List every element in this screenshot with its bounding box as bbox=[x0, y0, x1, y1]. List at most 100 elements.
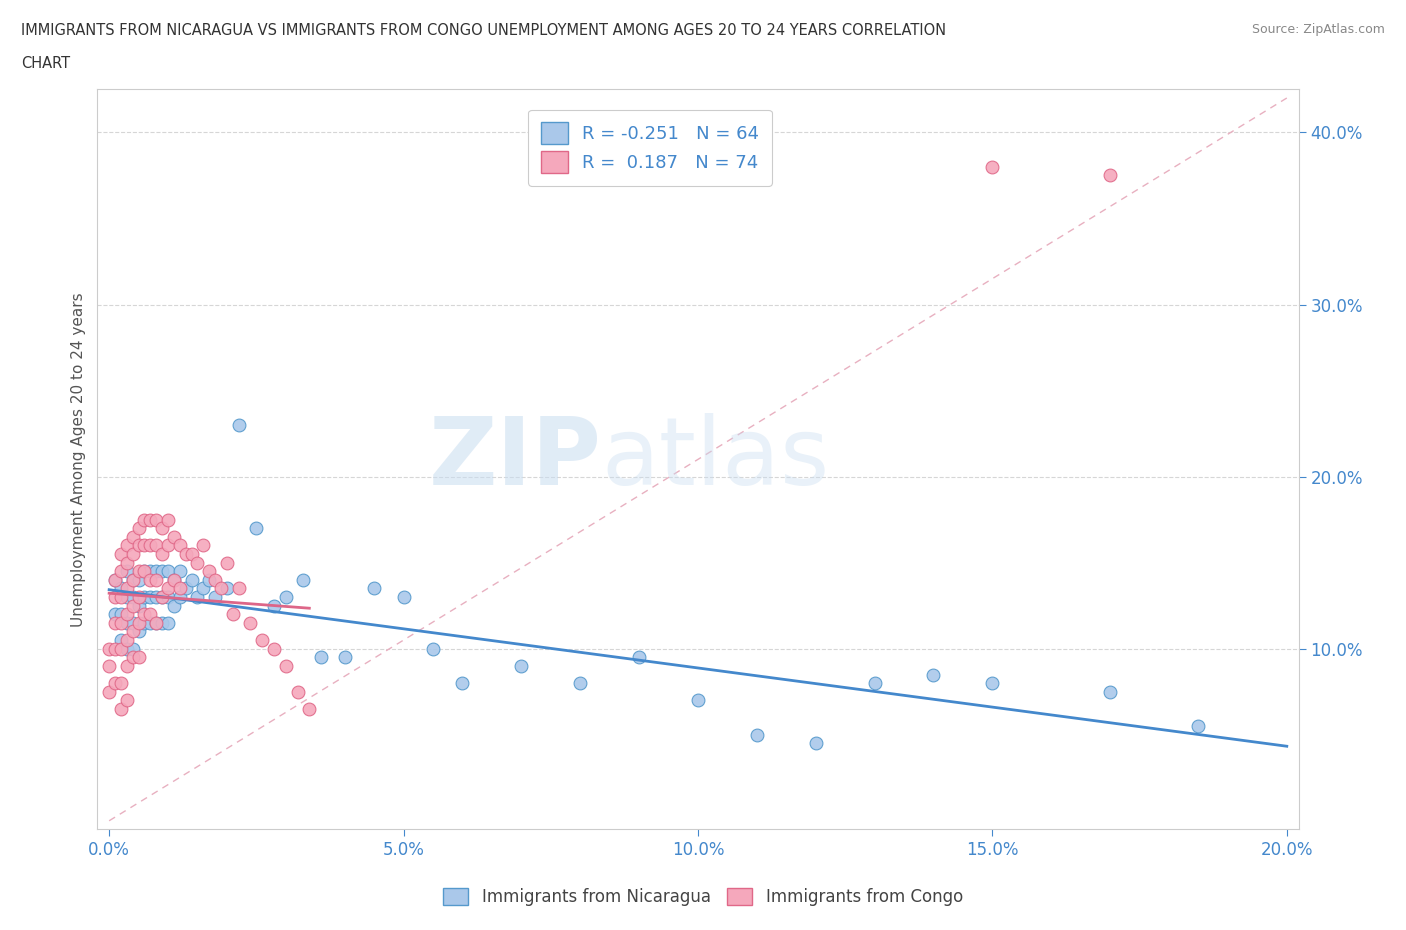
Point bbox=[333, 650, 356, 665]
Point bbox=[115, 632, 138, 647]
Point bbox=[121, 598, 143, 613]
Point bbox=[169, 590, 191, 604]
Point bbox=[139, 573, 162, 588]
Point bbox=[98, 642, 121, 657]
Point bbox=[150, 521, 173, 536]
Point bbox=[156, 564, 179, 578]
Point bbox=[198, 573, 221, 588]
Point bbox=[145, 564, 167, 578]
Point bbox=[180, 573, 202, 588]
Point bbox=[245, 521, 267, 536]
Point bbox=[110, 642, 132, 657]
Point bbox=[104, 573, 127, 588]
Point bbox=[110, 632, 132, 647]
Point bbox=[150, 616, 173, 631]
Point bbox=[150, 547, 173, 562]
Point bbox=[222, 607, 245, 622]
Point bbox=[134, 564, 156, 578]
Point bbox=[121, 573, 143, 588]
Point bbox=[104, 607, 127, 622]
Point bbox=[204, 590, 226, 604]
Point bbox=[121, 573, 143, 588]
Point bbox=[292, 573, 315, 588]
Point bbox=[110, 590, 132, 604]
Point bbox=[145, 512, 167, 527]
Point bbox=[804, 736, 827, 751]
Point bbox=[128, 564, 150, 578]
Point bbox=[121, 650, 143, 665]
Point bbox=[128, 538, 150, 552]
Point bbox=[115, 564, 138, 578]
Point bbox=[287, 684, 309, 699]
Point bbox=[163, 573, 186, 588]
Point bbox=[110, 607, 132, 622]
Point bbox=[145, 590, 167, 604]
Point bbox=[134, 538, 156, 552]
Point bbox=[1187, 719, 1209, 734]
Point bbox=[121, 529, 143, 544]
Point bbox=[981, 159, 1004, 174]
Point bbox=[98, 658, 121, 673]
Point bbox=[186, 555, 208, 570]
Point bbox=[134, 564, 156, 578]
Point bbox=[156, 512, 179, 527]
Point bbox=[686, 693, 709, 708]
Point bbox=[121, 624, 143, 639]
Point bbox=[174, 547, 197, 562]
Point bbox=[110, 581, 132, 596]
Point bbox=[98, 684, 121, 699]
Point bbox=[215, 555, 238, 570]
Point bbox=[115, 642, 138, 657]
Point bbox=[156, 581, 179, 596]
Point bbox=[193, 538, 215, 552]
Point bbox=[422, 642, 444, 657]
Point bbox=[134, 616, 156, 631]
Point bbox=[128, 616, 150, 631]
Point bbox=[134, 512, 156, 527]
Point bbox=[115, 555, 138, 570]
Y-axis label: Unemployment Among Ages 20 to 24 years: Unemployment Among Ages 20 to 24 years bbox=[72, 292, 86, 627]
Point bbox=[128, 598, 150, 613]
Point bbox=[110, 676, 132, 691]
Point bbox=[363, 581, 385, 596]
Point bbox=[180, 547, 202, 562]
Point bbox=[139, 616, 162, 631]
Point bbox=[263, 598, 285, 613]
Text: atlas: atlas bbox=[602, 414, 830, 505]
Point bbox=[128, 521, 150, 536]
Point bbox=[104, 642, 127, 657]
Point bbox=[209, 581, 232, 596]
Point bbox=[156, 590, 179, 604]
Point bbox=[139, 538, 162, 552]
Point bbox=[128, 590, 150, 604]
Point bbox=[115, 658, 138, 673]
Point bbox=[156, 538, 179, 552]
Point bbox=[110, 701, 132, 716]
Text: CHART: CHART bbox=[21, 56, 70, 71]
Point bbox=[163, 598, 186, 613]
Point bbox=[263, 642, 285, 657]
Point bbox=[128, 573, 150, 588]
Point bbox=[239, 616, 262, 631]
Point bbox=[110, 564, 132, 578]
Point bbox=[145, 616, 167, 631]
Point bbox=[981, 676, 1004, 691]
Point bbox=[569, 676, 592, 691]
Point bbox=[115, 693, 138, 708]
Point bbox=[150, 590, 173, 604]
Point bbox=[121, 547, 143, 562]
Point bbox=[121, 590, 143, 604]
Point bbox=[186, 590, 208, 604]
Point bbox=[156, 616, 179, 631]
Point bbox=[228, 581, 250, 596]
Point bbox=[134, 607, 156, 622]
Point bbox=[215, 581, 238, 596]
Point bbox=[115, 607, 138, 622]
Point bbox=[121, 616, 143, 631]
Point bbox=[451, 676, 474, 691]
Point bbox=[1099, 168, 1122, 183]
Point bbox=[628, 650, 651, 665]
Point bbox=[204, 573, 226, 588]
Point bbox=[139, 590, 162, 604]
Point bbox=[110, 616, 132, 631]
